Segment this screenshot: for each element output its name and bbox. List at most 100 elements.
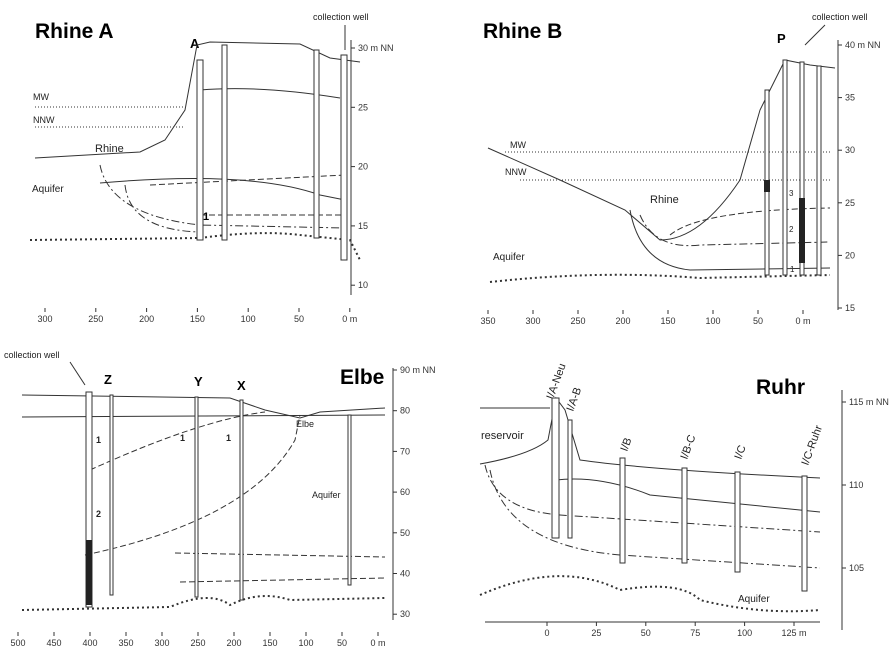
label: Y: [194, 374, 203, 389]
y-tick-label: 25: [358, 102, 368, 112]
well: [239, 399, 244, 601]
x-tick-label: 450: [46, 638, 61, 648]
x-tick-label: 200: [139, 314, 154, 324]
ground: [487, 59, 836, 241]
y-tick-label: 40 m NN: [845, 40, 881, 50]
aquifer-base: [489, 273, 831, 283]
x-tick-label: 250: [190, 638, 205, 648]
x-tick-label: 300: [525, 316, 540, 326]
x-tick-label: 50: [753, 316, 763, 326]
label: collection well: [313, 12, 369, 22]
x-tick-label: 200: [226, 638, 241, 648]
well: [551, 397, 560, 539]
x-tick-label: 150: [190, 314, 205, 324]
x-tick-label: 350: [480, 316, 495, 326]
x-tick-label: 400: [82, 638, 97, 648]
flow-line: [669, 207, 831, 236]
water-table: [555, 478, 821, 513]
water-level: [505, 151, 830, 181]
flow-line: [149, 174, 346, 216]
water-level: [21, 414, 386, 418]
label: A: [190, 36, 200, 51]
well: [340, 54, 348, 261]
y-tick-label: 30: [845, 145, 855, 155]
y-tick-label: 110: [849, 480, 863, 490]
flow-line: [174, 552, 386, 583]
flow-line: [484, 464, 821, 569]
aquifer-base: [21, 595, 386, 611]
label: I/C: [733, 444, 749, 461]
y-tick-label: 90 m NN: [400, 365, 436, 375]
label: Elbe: [296, 419, 314, 429]
x-tick-label: 100: [241, 314, 256, 324]
x-tick-label: 125 m: [781, 628, 806, 638]
well: [816, 65, 822, 276]
label: 2: [789, 225, 794, 234]
well: [194, 396, 199, 598]
x-tick-label: 75: [690, 628, 700, 638]
flow-line: [84, 411, 301, 556]
screen: [799, 198, 805, 263]
well: [619, 457, 626, 564]
flow-line: [99, 164, 346, 233]
y-tick-label: 70: [400, 446, 410, 456]
label: 1: [203, 211, 209, 223]
arrow: [804, 24, 826, 46]
label: I/A-Neu: [545, 362, 569, 401]
y-tick-label: 20: [845, 250, 855, 260]
label: 2: [96, 509, 101, 519]
label: Aquifer: [493, 252, 525, 263]
label: MW: [510, 140, 526, 150]
label: I/C-Ruhr: [800, 424, 826, 467]
label: 1: [96, 435, 101, 445]
label: Z: [104, 372, 112, 387]
label: Aquifer: [312, 490, 341, 500]
ground: [34, 41, 361, 159]
panel-title: Elbe: [340, 366, 384, 389]
y-tick-label: 15: [358, 221, 368, 231]
label: NNW: [33, 115, 55, 125]
x-tick-label: 0 m: [342, 314, 357, 324]
y-tick-label: 115 m NN: [849, 397, 889, 407]
well: [681, 467, 688, 564]
label: collection well: [4, 350, 60, 360]
label: P: [777, 31, 786, 46]
label: 1: [226, 433, 231, 443]
water-level: [35, 106, 185, 128]
panel-title: Rhine B: [483, 20, 562, 43]
label: 1: [180, 433, 185, 443]
well: [347, 414, 352, 586]
well: [801, 475, 808, 592]
label: Rhine: [95, 143, 124, 155]
label: 1: [790, 265, 795, 274]
x-tick-label: 50: [294, 314, 304, 324]
label: Aquifer: [32, 184, 64, 195]
x-tick-label: 25: [591, 628, 601, 638]
aquifer-base: [29, 232, 361, 261]
x-tick-label: 250: [88, 314, 103, 324]
label: Aquifer: [738, 594, 770, 605]
y-tick-label: 50: [400, 528, 410, 538]
label: collection well: [812, 12, 868, 22]
label: I/B: [619, 436, 635, 453]
label: 3: [789, 189, 794, 198]
aquifer-base: [479, 575, 821, 613]
x-tick-label: 100: [737, 628, 752, 638]
y-tick-label: 10: [358, 280, 368, 290]
x-tick-label: 300: [154, 638, 169, 648]
panel-elbe: Elbe collection well Z Y X 1 1 1 2 Elbe …: [4, 350, 394, 620]
flow-line: [639, 214, 831, 247]
well: [734, 471, 741, 573]
y-tick-label: 35: [845, 93, 855, 103]
y-tick-label: 15: [845, 303, 855, 313]
well: [799, 61, 805, 276]
well: [782, 59, 788, 276]
x-tick-label: 250: [570, 316, 585, 326]
label: NNW: [505, 167, 527, 177]
ground: [479, 396, 821, 479]
x-tick-label: 150: [262, 638, 277, 648]
y-tick-label: 30: [400, 609, 410, 619]
well: [313, 49, 320, 239]
x-tick-label: 0 m: [795, 316, 810, 326]
